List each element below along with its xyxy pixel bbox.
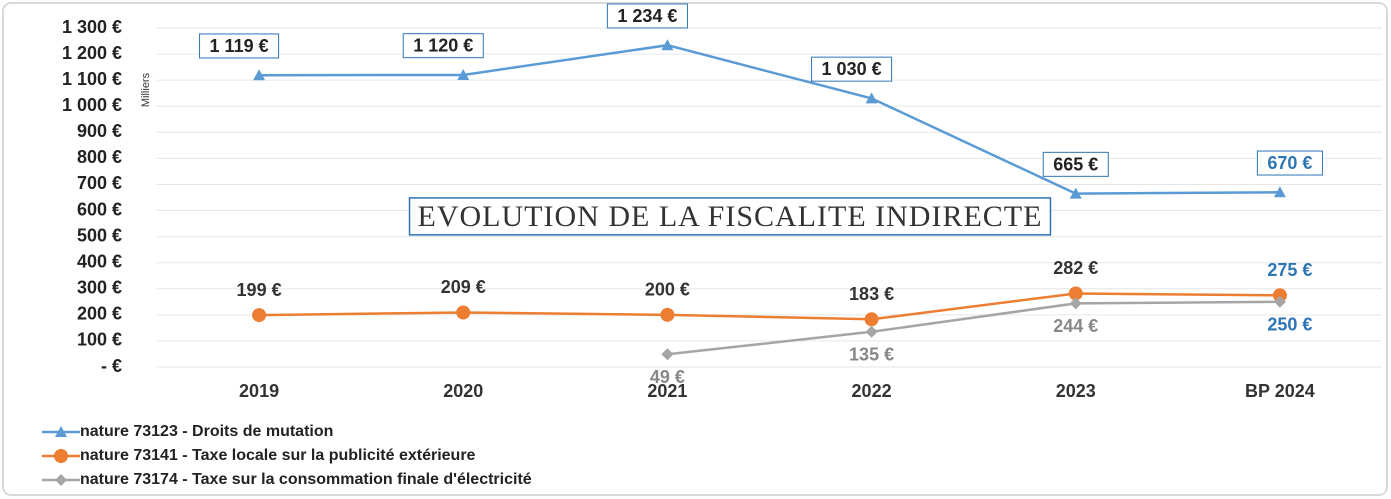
y-tick-label: 900 € bbox=[77, 121, 122, 141]
y-tick-label: 1 300 € bbox=[62, 17, 122, 37]
legend-label: nature 73123 - Droits de mutation bbox=[80, 423, 333, 440]
data-label: 244 € bbox=[1053, 316, 1098, 336]
x-tick-label: 2021 bbox=[647, 381, 687, 401]
point bbox=[1273, 186, 1286, 198]
point bbox=[1069, 187, 1082, 199]
point bbox=[54, 449, 68, 463]
y-tick-label: 200 € bbox=[77, 304, 122, 324]
y-tick-label: - € bbox=[101, 356, 122, 376]
x-tick-label: 2023 bbox=[1056, 381, 1096, 401]
data-label: 1 030 € bbox=[822, 59, 882, 79]
data-label-box bbox=[1256, 150, 1323, 176]
y-tick-label: 700 € bbox=[77, 173, 122, 193]
chart-title: EVOLUTION DE LA FISCALITE INDIRECTE bbox=[418, 200, 1043, 233]
data-label: 135 € bbox=[849, 345, 894, 365]
data-label: 183 € bbox=[849, 284, 894, 304]
data-label: 209 € bbox=[441, 277, 486, 297]
y-axis-label: Milliers bbox=[140, 72, 152, 107]
point bbox=[661, 39, 674, 51]
point bbox=[865, 92, 878, 104]
data-label: 49 € bbox=[650, 367, 685, 387]
x-tick-label: BP 2024 bbox=[1245, 381, 1315, 401]
point bbox=[660, 307, 675, 322]
data-label-box bbox=[199, 33, 280, 59]
y-tick-label: 300 € bbox=[77, 278, 122, 298]
x-tick-label: 2019 bbox=[239, 381, 279, 401]
data-label-box bbox=[1042, 151, 1109, 177]
point bbox=[865, 325, 878, 338]
y-tick-label: 500 € bbox=[77, 225, 122, 245]
point bbox=[864, 312, 879, 327]
y-tick-label: 400 € bbox=[77, 251, 122, 271]
y-tick-label: 1 100 € bbox=[62, 69, 122, 89]
x-tick-label: 2020 bbox=[443, 381, 483, 401]
data-label: 1 120 € bbox=[413, 36, 473, 56]
point bbox=[456, 305, 471, 320]
point bbox=[1069, 297, 1082, 310]
point bbox=[1273, 295, 1286, 308]
y-tick-label: 1 000 € bbox=[62, 95, 122, 115]
data-label-box bbox=[606, 3, 688, 29]
point bbox=[252, 308, 267, 323]
data-label: 1 234 € bbox=[617, 6, 677, 26]
series-line bbox=[667, 300, 1280, 356]
point bbox=[1068, 286, 1083, 301]
point bbox=[253, 69, 266, 81]
y-tick-label: 600 € bbox=[77, 199, 122, 219]
x-tick-label: 2022 bbox=[852, 381, 892, 401]
data-label: 670 € bbox=[1267, 153, 1312, 173]
series-line bbox=[259, 43, 1280, 195]
data-label-box bbox=[811, 56, 893, 82]
y-tick-label: 100 € bbox=[77, 330, 122, 350]
point bbox=[457, 68, 470, 80]
data-label-box bbox=[402, 33, 484, 59]
legend-label: nature 73141 - Taxe locale sur la public… bbox=[80, 447, 476, 464]
data-label: 200 € bbox=[645, 280, 690, 300]
legend-label: nature 73174 - Taxe sur la consommation … bbox=[80, 471, 532, 488]
point bbox=[55, 474, 67, 486]
y-tick-label: 800 € bbox=[77, 147, 122, 167]
data-label: 1 119 € bbox=[210, 36, 269, 56]
data-label: 199 € bbox=[237, 280, 282, 300]
data-label: 275 € bbox=[1267, 260, 1312, 280]
series-line bbox=[259, 292, 1280, 321]
data-label: 250 € bbox=[1267, 315, 1312, 335]
point bbox=[55, 426, 67, 437]
title-box bbox=[408, 197, 1052, 236]
data-label: 282 € bbox=[1053, 258, 1098, 278]
data-label: 665 € bbox=[1053, 154, 1098, 174]
point bbox=[1272, 288, 1287, 303]
point bbox=[661, 348, 674, 361]
y-tick-label: 1 200 € bbox=[62, 43, 122, 63]
